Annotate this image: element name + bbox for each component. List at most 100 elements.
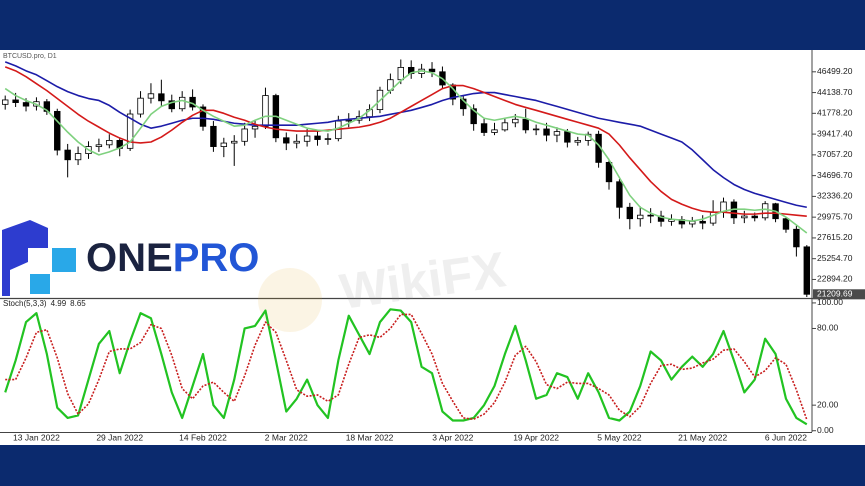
candle-body (522, 118, 529, 131)
series-line (4, 70, 808, 234)
candle-body (616, 181, 623, 208)
y-tick-label: 27615.20 (817, 232, 853, 242)
x-tick-label: 21 May 2022 (678, 432, 727, 442)
candle-body (178, 96, 186, 110)
y-tick-label: 22894.20 (817, 274, 853, 284)
candle-body (199, 106, 207, 127)
y-tick-label: 37057.20 (817, 149, 853, 159)
candle-body (283, 137, 290, 144)
candle-body (74, 153, 82, 161)
logo-text-part: ONE (86, 236, 173, 280)
x-tick-label: 6 Jun 2022 (765, 432, 807, 442)
logo-text-part: PRO (173, 236, 260, 280)
logo-shape (2, 220, 48, 296)
candle-body (782, 218, 790, 230)
watermark-icon (258, 268, 322, 332)
candle-body (2, 99, 9, 105)
candle-body (303, 135, 311, 142)
x-tick-label: 3 Apr 2022 (432, 432, 473, 442)
y-tick-label: 41778.20 (817, 108, 853, 118)
y-tick-label: 25254.70 (817, 253, 853, 263)
candle-body (95, 144, 103, 147)
candle-body (761, 203, 769, 219)
candle-body (54, 110, 61, 151)
chart-background (0, 50, 865, 445)
last-price-box (813, 289, 865, 300)
indicator-title: Stoch(5,3,3) (3, 299, 47, 308)
candle-body (241, 128, 248, 142)
y-tick-label: 29975.70 (817, 211, 853, 221)
candle-body (220, 142, 228, 147)
candle-body (126, 113, 134, 149)
candle-body (574, 140, 581, 143)
logo-square (30, 274, 50, 294)
candle-body (106, 140, 113, 146)
x-tick-label: 18 Mar 2022 (346, 432, 394, 442)
indicator-value: 8.65 (70, 299, 86, 308)
x-tick-label: 2 Mar 2022 (265, 432, 308, 442)
candle-body (168, 100, 175, 110)
candle-body (512, 118, 519, 124)
candle-body (231, 140, 238, 144)
candle-body (647, 214, 654, 217)
logo-square (52, 248, 76, 272)
series-line (5, 313, 808, 421)
candle-body (741, 215, 748, 219)
y-tick-label: 34696.70 (817, 170, 853, 180)
candle-body (491, 129, 498, 133)
candle-body (626, 206, 634, 220)
series-line (4, 66, 807, 217)
y-tick-label: 0.00 (817, 425, 834, 435)
candle-body (553, 131, 561, 136)
candle-body (158, 93, 165, 102)
candle-body (324, 138, 332, 140)
candle-body (470, 108, 477, 125)
logo: ONEPRO (2, 220, 259, 296)
candle-body (605, 162, 613, 183)
y-tick-label: 46499.20 (817, 66, 853, 76)
candle-body (314, 135, 321, 140)
x-tick-label: 14 Feb 2022 (179, 432, 227, 442)
candle-body (345, 119, 352, 122)
series-line (4, 308, 808, 426)
candle-body (657, 215, 665, 222)
y-tick-label: 100.00 (817, 297, 843, 307)
x-tick-label: 19 Apr 2022 (513, 432, 559, 442)
candle-body (397, 66, 404, 81)
logo-text: ONEPRO (86, 236, 259, 280)
candle-body (699, 220, 706, 224)
last-price-label: 21209.69 (817, 289, 853, 299)
candle-body (501, 122, 509, 131)
y-tick-label: 44138.70 (817, 87, 853, 97)
candle-body (637, 214, 644, 220)
y-tick-label: 39417.40 (817, 128, 853, 138)
chart-title: BTCUSD.pro, D1 (3, 53, 57, 60)
candle-body (64, 149, 71, 161)
candle-body (751, 215, 758, 219)
candle-body (543, 128, 550, 136)
candle-body (532, 128, 540, 131)
indicator-value: 4.99 (51, 299, 67, 308)
candle-body (428, 68, 436, 73)
candle-body (564, 131, 571, 143)
candle-body (293, 140, 300, 144)
candle-body (12, 99, 19, 103)
candle-body (22, 102, 30, 107)
x-tick-label: 29 Jan 2022 (96, 432, 143, 442)
series-line (4, 61, 807, 209)
candle-body (251, 125, 259, 130)
candle-body (137, 97, 144, 115)
candle-body (793, 228, 800, 248)
x-tick-label: 5 May 2022 (597, 432, 642, 442)
candle-body (147, 93, 155, 99)
x-tick-label: 13 Jan 2022 (13, 432, 60, 442)
candle-body (262, 95, 269, 127)
candle-body (210, 125, 217, 147)
y-tick-label: 80.00 (817, 323, 839, 333)
candle-body (480, 123, 488, 133)
y-tick-label: 20.00 (817, 399, 839, 409)
y-tick-label: 32336.20 (817, 191, 853, 201)
candle-body (803, 246, 810, 295)
